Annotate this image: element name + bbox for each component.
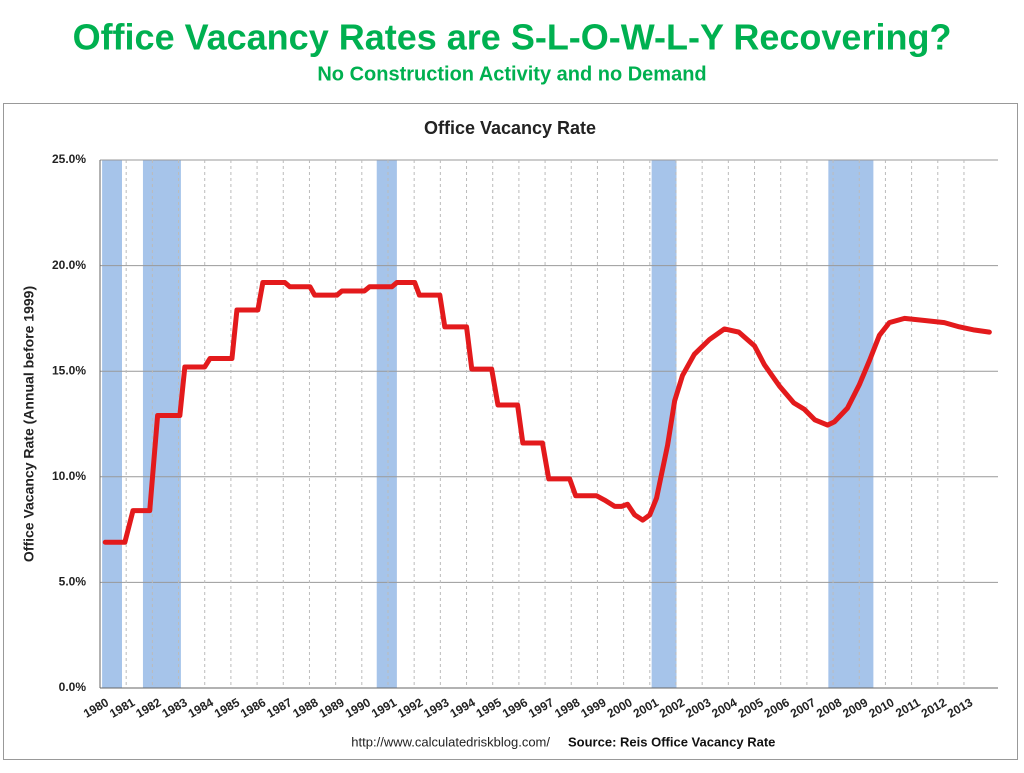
source-url: http://www.calculatedriskblog.com/ bbox=[351, 734, 550, 749]
y-tick-label: 0.0% bbox=[59, 680, 87, 694]
vacancy-line bbox=[102, 279, 992, 545]
y-tick-label: 10.0% bbox=[52, 469, 86, 483]
recession-band bbox=[102, 160, 122, 688]
y-tick-label: 15.0% bbox=[52, 363, 86, 377]
recession-band bbox=[376, 160, 397, 688]
chart-title: Office Vacancy Rate bbox=[424, 118, 596, 138]
y-axis-label: Office Vacancy Rate (Annual before 1999) bbox=[21, 286, 37, 562]
source: Source: Reis Office Vacancy Rate bbox=[568, 734, 775, 749]
recession-band bbox=[828, 160, 874, 688]
y-tick-label: 5.0% bbox=[59, 575, 87, 589]
recession-band bbox=[142, 160, 181, 688]
slide-subtitle: No Construction Activity and no Demand bbox=[317, 63, 706, 85]
y-tick-label: 20.0% bbox=[52, 258, 86, 272]
y-tick-label: 25.0% bbox=[52, 152, 86, 166]
slide-title: Office Vacancy Rates are S-L-O-W-L-Y Rec… bbox=[73, 17, 952, 58]
